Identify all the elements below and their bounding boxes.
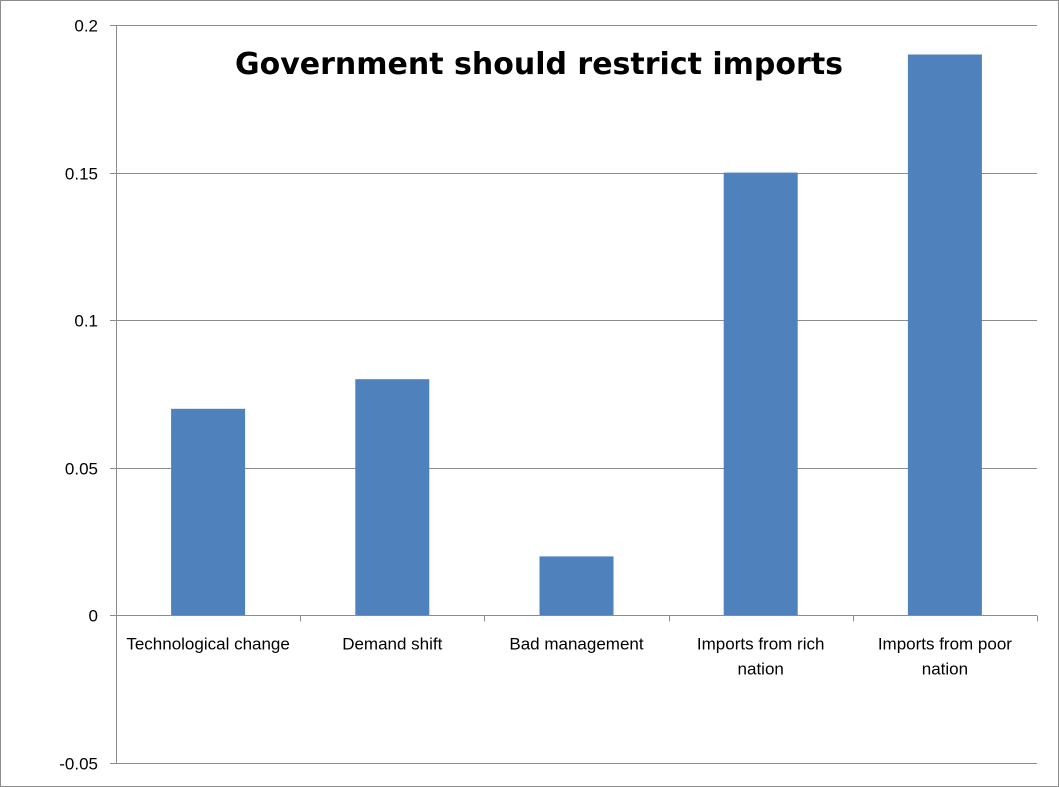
bar [907, 54, 982, 616]
bar [539, 556, 614, 616]
y-tick-label: 0.2 [74, 17, 98, 36]
bar [171, 408, 246, 616]
y-tick-label: 0.15 [65, 165, 98, 184]
x-category-label: Technological change [126, 634, 290, 653]
x-category-label: Imports from rich nation [697, 634, 825, 678]
bar [723, 172, 798, 616]
y-tick-label: 0 [89, 607, 98, 626]
bar [355, 379, 430, 616]
y-tick-label: 0.05 [65, 460, 98, 479]
axes [110, 25, 1038, 764]
y-tick-label: -0.05 [59, 755, 98, 774]
gridlines [116, 25, 1037, 764]
x-category-label: Imports from poor nation [878, 634, 1012, 678]
chart-title: Government should restrict imports [235, 47, 843, 82]
bars [171, 54, 982, 616]
y-tick-label: 0.1 [74, 312, 98, 331]
x-category-label: Bad management [509, 634, 643, 653]
x-category-label: Demand shift [342, 634, 442, 653]
labels: -0.05 0 0.05 0.1 0.15 0.2 Technological change… [59, 17, 1012, 774]
